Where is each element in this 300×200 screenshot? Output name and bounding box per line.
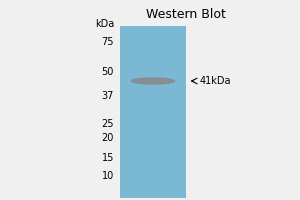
Text: 10: 10 [102, 171, 114, 181]
Text: 25: 25 [101, 119, 114, 129]
Text: 20: 20 [102, 133, 114, 143]
Text: kDa: kDa [95, 19, 114, 29]
Text: 75: 75 [101, 37, 114, 47]
Text: Western Blot: Western Blot [146, 8, 226, 21]
Ellipse shape [130, 77, 176, 85]
Text: 37: 37 [102, 91, 114, 101]
Text: 15: 15 [102, 153, 114, 163]
Text: 50: 50 [102, 67, 114, 77]
Text: 41kDa: 41kDa [200, 76, 231, 86]
Bar [120, 26, 186, 198]
